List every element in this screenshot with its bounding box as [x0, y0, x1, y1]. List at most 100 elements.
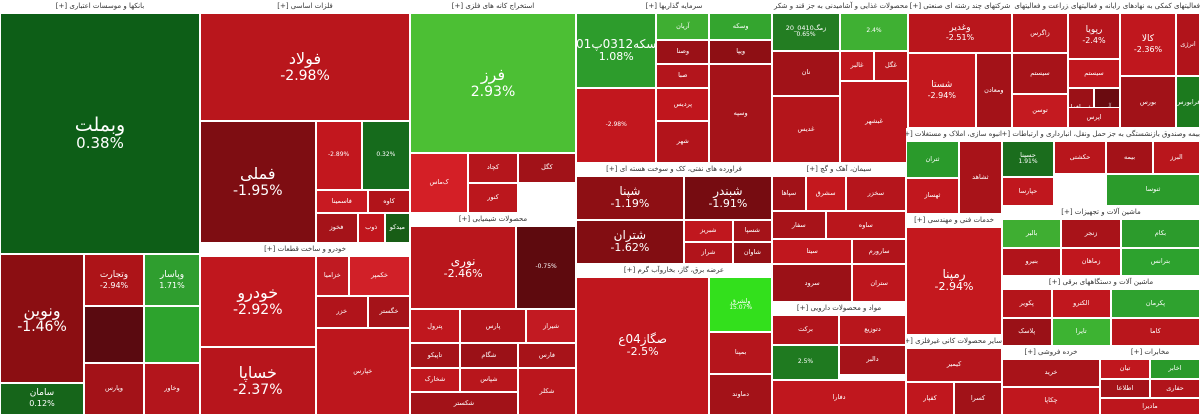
stock-tile[interactable]: ثشاهد	[958, 141, 1002, 214]
stock-tile[interactable]: اپرس	[1068, 107, 1120, 128]
stock-tile[interactable]: فخوز	[315, 213, 358, 243]
stock-tile[interactable]: تایرا	[1051, 317, 1111, 346]
stock-tile[interactable]: پکرمان	[1110, 289, 1200, 318]
stock-tile[interactable]: بالبر	[1002, 219, 1062, 248]
stock-tile[interactable]: 2.4%	[840, 13, 908, 51]
stock-tile[interactable]: شکستر	[410, 392, 518, 415]
stock-tile[interactable]: خرید	[1002, 359, 1100, 387]
stock-tile[interactable]: خودرو -2.92%	[200, 256, 316, 347]
stock-tile[interactable]: وبملت 0.38%	[0, 13, 200, 255]
sector-header-cement[interactable]: سیمان، آهک و گچ [+]	[772, 163, 906, 177]
stock-tile[interactable]: وسکه	[709, 13, 772, 40]
stock-tile[interactable]: غگل	[874, 50, 908, 81]
stock-tile[interactable]: ذوب	[357, 213, 385, 243]
stock-tile[interactable]: شسپا	[732, 220, 772, 242]
stock-tile[interactable]: ولشرق 15.07%	[709, 277, 772, 333]
stock-tile[interactable]: کگل	[517, 153, 576, 183]
stock-tile[interactable]: ثهساز	[906, 177, 959, 214]
sector-header-nonmetal[interactable]: سایر محصولات کانی غیرفلزی [+]	[906, 335, 1002, 349]
stock-tile[interactable]: تیان	[1100, 359, 1150, 379]
stock-tile[interactable]: غالبر	[840, 50, 874, 81]
stock-tile[interactable]: شبندر -1.91%	[683, 176, 772, 220]
stock-tile[interactable]: پارس	[459, 309, 527, 344]
sector-header-auto[interactable]: خودرو و ساخت قطعات [+]	[200, 243, 410, 257]
stock-tile[interactable]: سیتا	[772, 239, 853, 265]
stock-tile[interactable]: الکترو	[1051, 289, 1111, 318]
stock-tile[interactable]: شهر	[656, 121, 710, 163]
stock-tile[interactable]: انرژی	[1176, 13, 1200, 77]
stock-tile[interactable]: شستا -2.94%	[908, 53, 976, 128]
stock-tile[interactable]: صبا	[656, 64, 710, 88]
stock-tile[interactable]: سپاها	[772, 176, 806, 212]
stock-tile[interactable]: شاوان	[732, 242, 772, 264]
sector-header-retail[interactable]: خرده فروشی [+]	[1002, 346, 1100, 360]
stock-tile[interactable]: کیمیر	[906, 348, 1002, 382]
stock-tile[interactable]: فرابورس	[1176, 76, 1200, 128]
stock-tile[interactable]: حکشتی	[1054, 141, 1106, 174]
stock-tile[interactable]: آریان	[656, 13, 710, 40]
stock-tile[interactable]: توسن	[1012, 93, 1068, 128]
stock-tile[interactable]: غبشهر	[840, 80, 908, 163]
stock-tile[interactable]: -2.89%	[315, 121, 362, 191]
stock-tile[interactable]: کسرا	[954, 381, 1002, 415]
stock-tile[interactable]	[144, 306, 200, 363]
stock-tile[interactable]: وپاسار 1.71%	[144, 254, 200, 307]
stock-tile[interactable]: خکمپر	[349, 256, 410, 296]
stock-tile[interactable]: پلاسک	[1002, 317, 1052, 346]
stock-tile[interactable]: سفار	[772, 211, 826, 239]
sector-header-metals[interactable]: فلزات اساسی [+]	[200, 0, 410, 14]
stock-tile[interactable]: خزر	[315, 295, 368, 328]
stock-tile[interactable]: بیمه	[1106, 141, 1153, 174]
stock-tile[interactable]: دماوند	[709, 373, 772, 415]
stock-tile[interactable]: خگستر	[368, 295, 410, 328]
stock-tile[interactable]: فولاد -2.98%	[200, 13, 410, 122]
stock-tile[interactable]: کالا -2.36%	[1120, 13, 1176, 77]
stock-tile[interactable]: صگاز04ع -2.5%	[576, 277, 710, 415]
stock-tile[interactable]: بورس	[1120, 76, 1176, 128]
stock-tile[interactable]: ومعادن	[975, 53, 1012, 128]
stock-tile[interactable]: سکه0312پ01 1.08%	[576, 13, 657, 88]
stock-tile[interactable]: پکویر	[1002, 289, 1052, 318]
sector-header-telecom[interactable]: مخابرات [+]	[1100, 346, 1200, 360]
stock-tile[interactable]: اطلاعا	[1100, 378, 1150, 399]
stock-tile[interactable]: حفاری	[1150, 378, 1200, 399]
sector-header-aux[interactable]: فعالیتهای کمکی به نهادهای [+]	[1120, 0, 1200, 14]
sector-header-machines[interactable]: ماشین آلات و تجهیزات [+]	[1002, 206, 1200, 220]
stock-tile[interactable]: پردیس	[656, 88, 710, 121]
stock-tile[interactable]: 0.32%	[361, 121, 410, 191]
stock-tile[interactable]: پترول	[410, 309, 460, 344]
stock-tile[interactable]: بترانس	[1120, 247, 1200, 276]
stock-tile[interactable]: نان	[772, 50, 840, 96]
stock-tile[interactable]: شیراز	[526, 309, 576, 344]
stock-tile[interactable]: -0.75%	[516, 226, 576, 310]
stock-tile[interactable]: میدکو	[384, 213, 410, 243]
sector-header-it[interactable]: رایانه و فعالیتهای وابسته به آن [+]	[1068, 0, 1120, 14]
stock-tile[interactable]: زماهان	[1061, 247, 1121, 276]
stock-tile[interactable]: دتوزیع	[839, 315, 906, 345]
sector-header-transport[interactable]: حمل ونقل، انبارداری و ارتباطات [+]	[1002, 128, 1106, 142]
stock-tile[interactable]: رمپنا -2.94%	[906, 227, 1002, 335]
stock-tile[interactable]: شپاس	[459, 367, 518, 393]
stock-tile[interactable]: شخارک	[410, 367, 460, 393]
stock-tile[interactable]: دفارا	[772, 380, 906, 415]
stock-tile[interactable]: شراز	[683, 242, 733, 264]
stock-tile[interactable]: ونوین -1.46%	[0, 254, 84, 383]
stock-tile[interactable]: ک‌ماس	[410, 153, 469, 213]
stock-tile[interactable]: چکاپا	[1002, 387, 1100, 415]
stock-tile[interactable]: مادیرا	[1100, 398, 1200, 415]
stock-tile[interactable]: شبریز	[683, 220, 733, 242]
stock-tile[interactable]: وتجارت -2.94%	[84, 254, 144, 307]
stock-tile[interactable]: وسپه	[709, 64, 772, 163]
sector-header-petroleum[interactable]: فراورده های نفتی، کک و سوخت هسته ای [+]	[576, 163, 772, 177]
stock-tile[interactable]: وغدیر -2.51%	[908, 13, 1012, 54]
stock-tile[interactable]: غدیس	[772, 95, 840, 163]
stock-tile[interactable]: شگام	[459, 343, 518, 368]
sector-header-investment[interactable]: سرمایه گذاریها [+]	[576, 0, 772, 14]
stock-tile[interactable]: فاسمینا	[315, 190, 368, 214]
stock-tile[interactable]: خپارس	[315, 327, 410, 415]
stock-tile[interactable]: ویپا	[709, 40, 772, 64]
stock-tile[interactable]: کچاد	[468, 153, 518, 183]
stock-tile[interactable]: ثنوسا	[1106, 173, 1200, 206]
stock-tile[interactable]: شکلر	[517, 367, 576, 415]
stock-tile[interactable]: کنور	[468, 183, 518, 213]
